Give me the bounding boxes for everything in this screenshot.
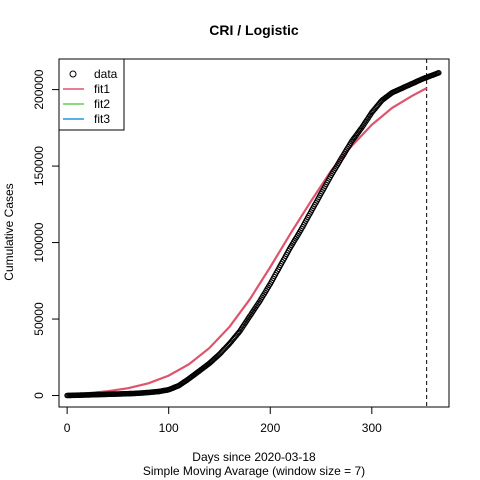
y-tick-label: 50000 — [32, 302, 46, 336]
fit-line-fit1 — [67, 87, 428, 396]
chart-title: CRI / Logistic — [209, 22, 299, 38]
data-points — [64, 70, 442, 399]
plot-frame — [58, 58, 450, 408]
y-tick-label: 0 — [32, 392, 46, 399]
x-tick-label: 0 — [64, 421, 71, 435]
x-tick-label: 200 — [260, 421, 280, 435]
x-tick-label: 300 — [362, 421, 382, 435]
legend-box — [58, 58, 125, 131]
fit-curves — [67, 87, 428, 396]
x-axis-sublabel: Simple Moving Avarage (window size = 7) — [143, 464, 365, 478]
legend-label-fit3: fit3 — [94, 112, 110, 126]
data-point — [436, 70, 442, 76]
y-axis-label: Cumulative Cases — [2, 183, 16, 280]
x-axis-label: Days since 2020-03-18 — [192, 450, 316, 464]
legend-label-fit1: fit1 — [94, 82, 110, 96]
y-tick-label: 150000 — [32, 146, 46, 186]
legend-marker-data — [69, 70, 77, 78]
legend-label-data: data — [94, 67, 118, 81]
legend-label-fit2: fit2 — [94, 97, 110, 111]
y-tick-label: 100000 — [32, 222, 46, 262]
x-tick-label: 100 — [159, 421, 179, 435]
y-tick-label: 200000 — [32, 69, 46, 109]
